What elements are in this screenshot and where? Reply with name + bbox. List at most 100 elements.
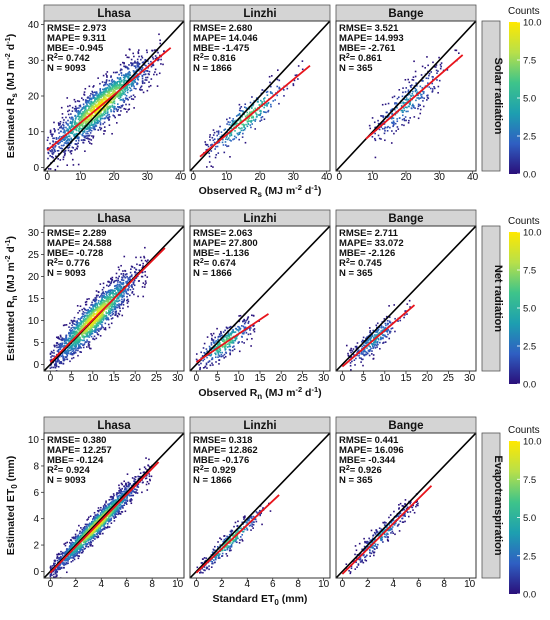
row-title: Net radiation [492,265,504,333]
scatter-point [77,349,79,352]
scatter-point [257,101,259,103]
scatter-point [297,78,299,80]
scatter-point [350,356,353,358]
scatter-point [76,126,78,129]
scatter-point [106,109,109,111]
scatter-point [96,331,98,334]
scatter-point [80,351,82,353]
scatter-point [219,335,222,338]
scatter-point [97,95,100,97]
scatter-point [425,77,428,80]
scatter-point [99,309,101,312]
scatter-point [217,345,219,348]
scatter-point [369,331,371,334]
scatter-point [454,49,457,52]
scatter-point [77,327,80,330]
scatter-point [123,83,125,85]
scatter-point [117,279,120,282]
scatter-point [119,93,121,95]
scatter-point [125,482,127,485]
scatter-point [249,112,251,115]
scatter-point [89,324,91,326]
scatter-point [76,339,79,341]
scatter-point [49,359,52,361]
scatter-point [94,319,96,322]
scatter-point [98,98,101,101]
scatter-point [203,358,206,361]
scatter-point [116,304,118,306]
scatter-point [146,76,149,79]
scatter-point [379,347,381,350]
scatter-point [349,364,352,367]
scatter-point [84,113,87,115]
scatter-point [246,317,249,320]
scatter-point [250,121,252,123]
scatter-point [70,118,72,120]
scatter-point [92,106,94,108]
scatter-point [99,82,101,85]
stat-line: R2= 0.816 [193,53,236,64]
scatter-point [88,124,91,127]
scatter-point [214,356,217,358]
scatter-point [130,89,133,91]
scatter-point [126,288,129,291]
scatter-point [70,353,73,356]
colorbar-tick-label: 0.0 [523,170,536,181]
scatter-point [414,87,417,90]
scatter-point [240,105,243,108]
scatter-point [65,140,67,143]
scatter-point [244,127,247,130]
scatter-point [76,137,79,140]
scatter-point [56,150,59,152]
scatter-point [105,88,108,90]
scatter-point [90,304,92,306]
scatter-point [92,96,94,98]
scatter-point [94,327,97,330]
scatter-point [67,105,69,108]
scatter-point [195,353,198,355]
scatter-point [88,99,91,102]
scatter-point [69,335,72,338]
scatter-point [159,54,161,57]
scatter-point [61,354,64,356]
scatter-point [124,270,127,272]
scatter-point [109,308,112,310]
x-tick-label: 5 [215,373,221,384]
scatter-point [354,364,356,366]
scatter-point [62,121,65,124]
scatter-point [368,349,371,351]
scatter-point [105,296,107,298]
fit-line [199,64,311,158]
scatter-point [394,317,396,320]
scatter-point [401,114,404,117]
scatter-point [421,65,424,68]
scatter-point [68,109,71,112]
scatter-point [211,357,214,359]
x-tick-label: 10 [367,172,379,183]
scatter-point [101,117,103,120]
scatter-point [218,350,220,353]
scatter-point [54,572,57,575]
scatter-point [63,566,65,569]
scatter-point [234,339,237,342]
scatter-point [220,131,223,133]
scatter-point [349,356,351,359]
scatter-point [251,96,253,98]
scatter-point [70,561,73,563]
scatter-point [64,339,66,342]
scatter-point [222,331,225,333]
scatter-point [96,115,99,118]
scatter-point [245,123,247,126]
scatter-point [229,156,231,158]
scatter-point [245,119,247,121]
scatter-point [122,307,124,310]
scatter-point [102,74,105,77]
scatter-point [388,337,391,340]
x-tick-label: 15 [108,373,120,384]
scatter-point [96,97,99,100]
scatter-point [351,373,353,375]
scatter-point [234,130,236,132]
x-tick-label: 30 [318,373,330,384]
scatter-point [94,98,96,100]
scatter-point [60,125,63,127]
